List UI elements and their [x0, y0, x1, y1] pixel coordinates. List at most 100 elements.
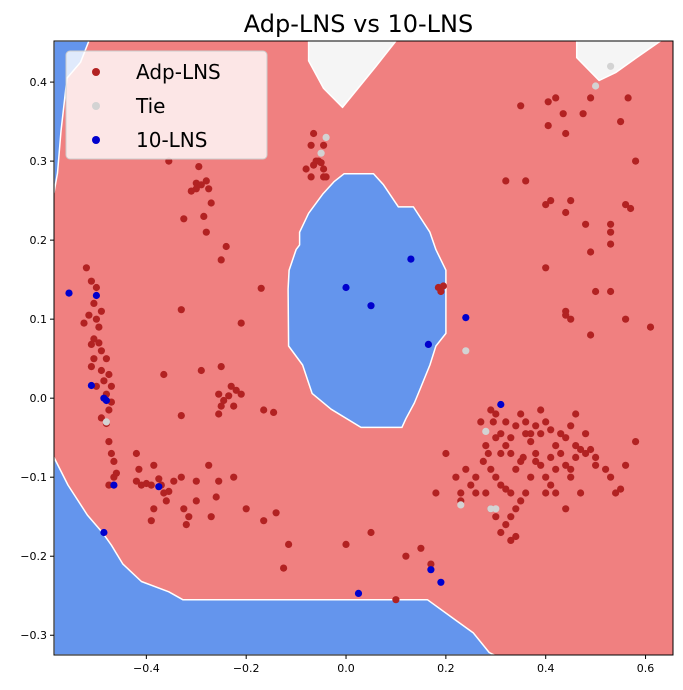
point-adp-lns-147 — [484, 449, 492, 458]
region-10-lns-3 — [287, 173, 447, 429]
point-adp-lns-67 — [230, 402, 238, 410]
point-adp-lns-184 — [552, 465, 560, 473]
point-adp-lns-203 — [442, 449, 450, 458]
point-adp-lns-192 — [502, 521, 510, 529]
point-adp-lns-125 — [567, 197, 575, 205]
point-adp-lns-46 — [170, 477, 178, 485]
point-adp-lns-74 — [177, 412, 185, 420]
point-adp-lns-68 — [237, 390, 245, 398]
point-adp-lns-165 — [542, 418, 550, 426]
point-adp-lns-117 — [579, 110, 587, 118]
point-adp-lns-164 — [537, 430, 545, 438]
x-tick-label: −0.4 — [133, 662, 160, 675]
point-adp-lns-15 — [87, 363, 95, 371]
point-adp-lns-42 — [165, 487, 173, 495]
point-10-lns-9 — [367, 302, 375, 310]
point-adp-lns-106 — [322, 173, 330, 181]
point-adp-lns-103 — [302, 165, 310, 173]
point-adp-lns-31 — [105, 481, 113, 489]
y-tick-label: 0.0 — [30, 392, 48, 405]
y-tick-label: 0.4 — [30, 76, 48, 89]
point-adp-lns-128 — [607, 220, 615, 228]
point-10-lns-0 — [65, 289, 73, 297]
point-adp-lns-30 — [110, 473, 118, 481]
plot-area — [54, 41, 673, 655]
point-adp-lns-143 — [487, 406, 495, 414]
point-adp-lns-181 — [632, 438, 640, 446]
point-adp-lns-115 — [559, 110, 567, 118]
point-adp-lns-138 — [562, 307, 570, 315]
point-adp-lns-213 — [392, 596, 400, 604]
point-10-lns-4 — [102, 396, 110, 405]
point-adp-lns-144 — [489, 418, 497, 426]
point-adp-lns-24 — [97, 414, 105, 422]
point-adp-lns-136 — [567, 315, 575, 323]
point-adp-lns-17 — [105, 370, 113, 379]
point-adp-lns-49 — [185, 513, 193, 521]
point-adp-lns-154 — [512, 465, 520, 473]
point-adp-lns-64 — [217, 402, 225, 410]
point-adp-lns-166 — [547, 426, 555, 434]
point-adp-lns-204 — [432, 489, 440, 497]
point-adp-lns-51 — [192, 497, 200, 505]
point-adp-lns-228 — [507, 449, 515, 458]
point-adp-lns-93 — [192, 185, 200, 193]
point-adp-lns-133 — [592, 287, 600, 296]
point-adp-lns-75 — [160, 370, 168, 379]
point-10-lns-1 — [92, 291, 100, 300]
point-adp-lns-139 — [622, 315, 630, 323]
point-tie-6 — [487, 505, 495, 513]
point-adp-lns-177 — [607, 473, 615, 481]
point-adp-lns-190 — [512, 505, 520, 513]
point-adp-lns-196 — [492, 513, 500, 521]
point-adp-lns-65 — [220, 396, 228, 405]
y-tick-label: 0.2 — [30, 234, 48, 247]
point-adp-lns-50 — [182, 521, 190, 529]
point-adp-lns-95 — [307, 141, 315, 149]
point-adp-lns-180 — [622, 461, 630, 469]
region-10-lns-4 — [54, 456, 496, 655]
point-adp-lns-130 — [607, 240, 615, 248]
point-adp-lns-220 — [572, 442, 580, 450]
point-adp-lns-27 — [107, 449, 115, 458]
point-adp-lns-38 — [147, 481, 155, 489]
x-tick-label: 0.4 — [537, 662, 555, 675]
legend: Adp-LNS Tie 10-LNS — [65, 50, 268, 160]
point-adp-lns-206 — [477, 418, 485, 426]
point-adp-lns-224 — [522, 418, 530, 426]
point-adp-lns-234 — [572, 410, 580, 418]
decision-regions — [54, 41, 662, 655]
region-tie-2 — [575, 41, 662, 82]
point-adp-lns-134 — [607, 287, 615, 296]
point-adp-lns-194 — [507, 536, 515, 545]
point-adp-lns-109 — [439, 282, 447, 290]
point-adp-lns-118 — [587, 94, 595, 102]
point-adp-lns-53 — [205, 461, 213, 469]
point-adp-lns-150 — [492, 473, 500, 481]
point-adp-lns-89 — [197, 181, 205, 189]
point-10-lns-13 — [497, 400, 505, 409]
point-tie-1 — [322, 133, 330, 141]
point-adp-lns-28 — [110, 457, 118, 465]
point-adp-lns-72 — [260, 406, 268, 414]
point-adp-lns-229 — [519, 453, 527, 461]
point-10-lns-15 — [427, 566, 435, 574]
point-adp-lns-225 — [537, 406, 545, 414]
point-adp-lns-231 — [547, 453, 555, 461]
point-adp-lns-92 — [195, 163, 203, 171]
point-10-lns-12 — [462, 314, 470, 322]
point-tie-3 — [462, 347, 470, 355]
point-adp-lns-10 — [87, 340, 95, 348]
point-adp-lns-159 — [512, 422, 520, 430]
point-adp-lns-175 — [592, 453, 600, 461]
point-adp-lns-86 — [180, 215, 188, 223]
point-adp-lns-4 — [97, 307, 105, 315]
point-adp-lns-126 — [582, 220, 590, 228]
point-adp-lns-172 — [577, 445, 585, 454]
point-adp-lns-79 — [237, 319, 245, 327]
point-tie-7 — [457, 501, 465, 509]
point-adp-lns-98 — [310, 161, 318, 169]
point-adp-lns-114 — [552, 94, 560, 102]
point-adp-lns-148 — [479, 457, 487, 465]
